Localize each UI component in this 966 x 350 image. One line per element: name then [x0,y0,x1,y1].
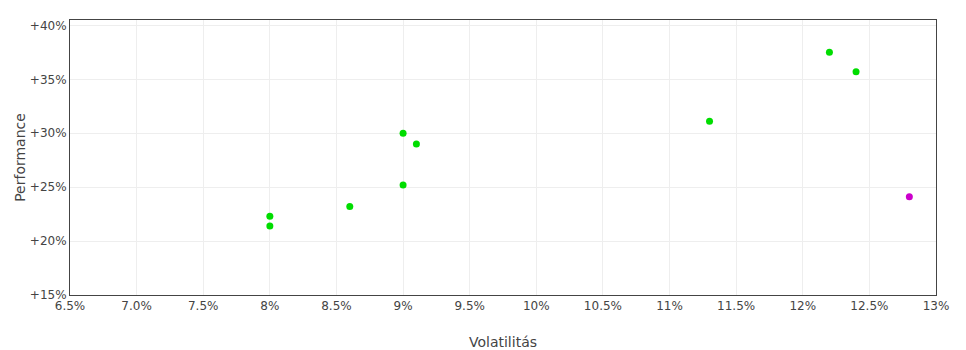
svg-text:8.5%: 8.5% [321,299,352,313]
svg-text:12%: 12% [789,299,816,313]
svg-text:7.5%: 7.5% [188,299,219,313]
svg-text:12.5%: 12.5% [850,299,888,313]
svg-text:10.5%: 10.5% [584,299,622,313]
svg-text:+20%: +20% [30,234,67,248]
svg-text:6.5%: 6.5% [55,299,86,313]
svg-text:7.0%: 7.0% [121,299,152,313]
svg-text:+25%: +25% [30,180,67,194]
svg-text:8%: 8% [260,299,279,313]
svg-text:+35%: +35% [30,73,67,87]
svg-text:+15%: +15% [30,288,67,302]
svg-text:10%: 10% [523,299,550,313]
svg-text:11.5%: 11.5% [717,299,755,313]
svg-text:Performance: Performance [12,113,28,202]
svg-text:9%: 9% [394,299,413,313]
svg-text:11%: 11% [656,299,683,313]
svg-text:+40%: +40% [30,19,67,33]
svg-text:9.5%: 9.5% [454,299,485,313]
svg-text:Volatilitás: Volatilitás [469,334,537,350]
svg-text:+30%: +30% [30,126,67,140]
svg-text:13%: 13% [923,299,950,313]
